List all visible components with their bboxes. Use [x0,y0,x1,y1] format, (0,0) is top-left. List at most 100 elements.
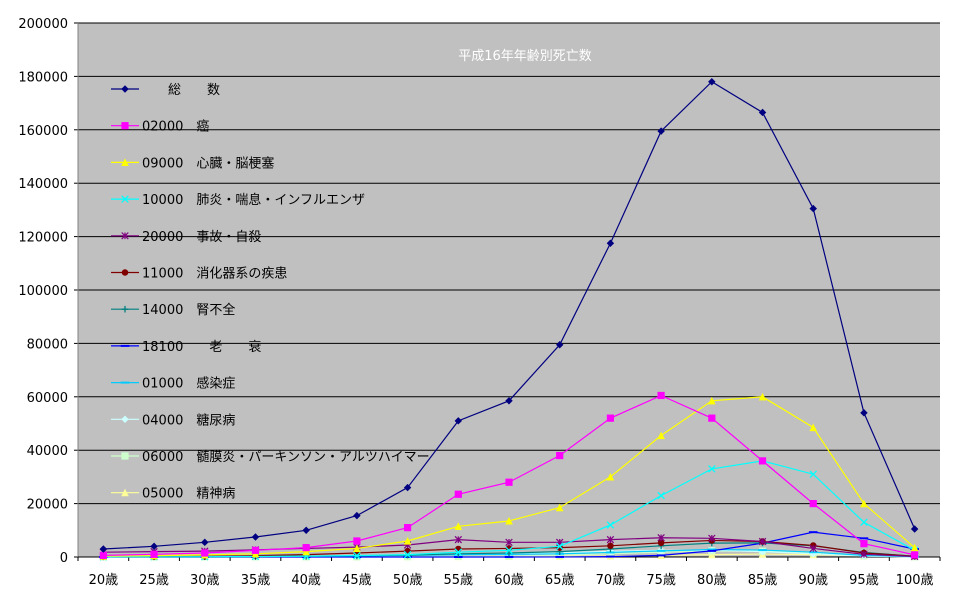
legend-swatch-marker [121,195,129,203]
x-tick-label: 75歳 [646,573,676,588]
y-tick-label: 80000 [27,337,68,352]
data-point [758,457,767,465]
legend-label: 05000 精神病 [142,487,235,502]
data-point [353,537,361,545]
data-point [505,478,513,486]
data-point [353,544,361,553]
axes: 0 20000 40000 60000 80000 100000 120000 140000 1… [18,17,941,588]
data-point [403,483,412,492]
data-point [758,537,767,546]
data-point [505,516,513,525]
data-point [657,391,665,400]
series-lines [99,78,919,561]
legend-swatch-marker [121,452,129,460]
legend-item: 10000 肺炎・喘息・インフルエンザ [111,192,365,208]
legend-swatch-marker [121,415,129,424]
data-point [860,540,868,548]
legend-label: 18100 老 衰 [142,339,261,355]
y-tick-label: 60000 [27,391,68,406]
y-tick-label: 160000 [18,124,68,139]
data-point [657,491,665,500]
data-point [606,239,615,247]
data-point [607,542,614,550]
series [99,391,919,559]
legend-swatch-marker [121,232,129,240]
chart-title: 平成16年年齢別死亡数 [458,49,592,64]
legend-swatch-marker [121,158,129,166]
x-tick-label: 65歳 [545,573,575,588]
data-point [708,396,716,405]
legend-label: 04000 糖尿病 [142,412,235,428]
x-tick-label: 30歳 [190,573,220,588]
data-point [555,341,564,349]
series [99,392,919,560]
legend-item: 02000 癌 [111,119,209,135]
data-point [150,550,158,558]
legend-item: 14000 腎不全 [111,302,235,318]
y-tick-label: 40000 [27,444,68,459]
data-point [606,414,615,422]
data-point [403,550,412,559]
legend-swatch-marker [121,305,129,313]
y-tick-label: 180000 [18,70,68,85]
y-tick-label: 120000 [18,231,68,246]
data-point [454,548,463,556]
data-point [657,534,665,542]
legend-label: 06000 髄膜炎・パーキンソン・アルツハイマー [142,450,430,465]
legend-item: 01000 感染症 [111,376,235,392]
y-tick-label: 200000 [18,17,68,32]
data-point [403,537,412,545]
legend-label: 01000 感染症 [142,376,235,392]
data-point [708,78,716,86]
data-point [201,549,209,557]
data-point [454,490,462,498]
legend-label: 14000 腎不全 [142,302,235,318]
legend-label: 02000 癌 [142,119,209,135]
data-point [809,204,817,213]
data-point [708,550,716,559]
data-point [910,525,919,533]
data-point [556,451,564,460]
legend-label: 11000 消化器系の疾患 [142,267,287,282]
data-point [403,524,412,532]
legend-item: 18100 老 衰 [111,339,261,355]
data-point [505,538,513,547]
x-tick-label: 35歳 [241,573,271,588]
data-point [302,544,310,552]
x-tick-label: 45歳 [342,573,372,588]
x-tick-label: 95歳 [849,573,879,588]
x-tick-label: 100歳 [896,573,934,588]
data-point [251,546,260,554]
data-point [860,550,868,559]
x-tick-label: 55歳 [444,573,474,588]
series [99,78,919,553]
legend-item: 09000 心臓・脳梗塞 [111,155,274,171]
legend-swatch-marker [121,85,129,93]
y-tick-label: 140000 [18,177,68,192]
data-point [911,551,919,559]
legend-item: 04000 糖尿病 [111,412,235,428]
x-tick-label: 60歳 [494,573,524,588]
legend-swatch-marker [121,269,129,276]
x-tick-label: 80歳 [697,573,727,588]
legend-label: 09000 心臓・脳梗塞 [142,155,274,171]
x-tick-label: 40歳 [291,573,321,588]
data-point [708,414,716,422]
legend-label: 総 数 [142,83,220,98]
legend-item: 総 数 [111,83,220,98]
data-point [657,127,665,135]
legend-label: 10000 肺炎・喘息・インフルエンザ [142,192,365,208]
x-tick-label: 90歳 [798,573,828,588]
data-point [860,518,868,527]
x-tick-label: 50歳 [393,573,423,588]
data-point [606,472,615,481]
data-point [910,543,919,552]
data-point [758,108,767,117]
data-point [353,551,361,560]
data-point [201,538,209,547]
data-point [809,470,817,478]
y-tick-label: 0 [60,551,68,566]
data-point [455,545,462,553]
